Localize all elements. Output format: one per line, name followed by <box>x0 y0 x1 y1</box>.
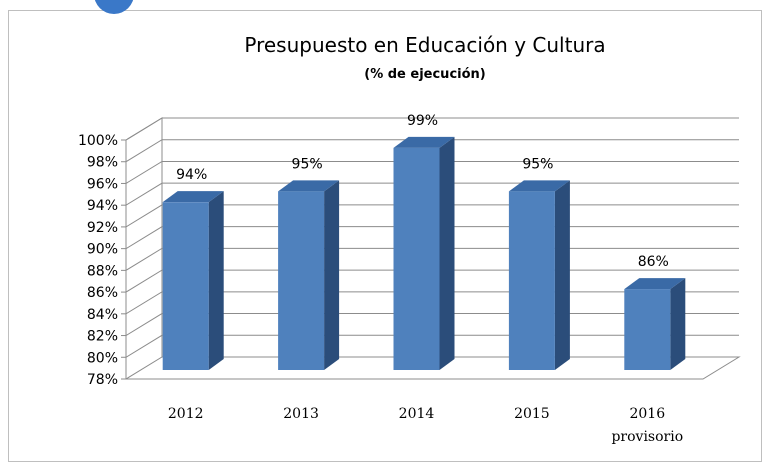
bar <box>393 136 455 370</box>
bar-side <box>670 278 686 370</box>
y-tick-label: 88% <box>87 263 118 279</box>
x-category-label: 2015 <box>514 406 550 422</box>
bar <box>624 278 686 370</box>
x-category-label: 2016 <box>629 406 665 422</box>
bar-top <box>393 136 455 148</box>
bar-top <box>162 191 224 203</box>
x-category-label: 2013 <box>283 406 319 422</box>
y-tick-label: 84% <box>87 307 118 323</box>
y-tick-label: 96% <box>87 176 118 192</box>
bar-top <box>508 180 570 192</box>
gridline <box>125 139 739 163</box>
data-label: 95% <box>292 156 323 172</box>
y-axis-ticks: 78% 80% 82% 84% 86% 88% 90% 92% 94% 96% 98% 100% <box>78 133 118 388</box>
bar-side <box>439 136 455 370</box>
bar-side <box>208 191 224 370</box>
bar <box>278 180 340 370</box>
gridline <box>125 117 739 141</box>
floor <box>124 356 741 380</box>
x-category-sublabel: provisorio <box>611 429 683 445</box>
data-label: 94% <box>176 167 207 183</box>
data-labels: 94% 95% 99% 95% 86% <box>176 113 669 270</box>
bar-front <box>508 191 555 370</box>
blue-corner-shape <box>94 0 134 14</box>
bar <box>508 180 570 370</box>
bar-front <box>162 202 209 370</box>
back-wall-left-edge <box>125 117 163 379</box>
y-tick-label: 78% <box>87 372 118 388</box>
y-tick-label: 82% <box>87 329 118 345</box>
bar-top <box>624 278 686 290</box>
chart-frame <box>8 10 762 462</box>
chart-subtitle: (% de ejecución) <box>364 67 485 82</box>
gridline <box>125 160 739 184</box>
chart-title: Presupuesto en Educación y Cultura <box>244 33 605 57</box>
bar-front <box>393 147 440 370</box>
y-tick-label: 92% <box>87 220 118 236</box>
x-category-label: 2012 <box>168 406 204 422</box>
bars <box>162 136 686 370</box>
data-label: 86% <box>638 254 669 270</box>
x-axis-categories: 2012 2013 2014 2015 2016 provisorio <box>168 406 683 445</box>
y-tick-label: 98% <box>87 155 118 171</box>
y-tick-label: 90% <box>87 242 118 258</box>
x-category-label: 2014 <box>399 406 435 422</box>
y-tick-label: 94% <box>87 198 118 214</box>
y-tick-label: 100% <box>78 133 118 149</box>
bar-side <box>324 180 340 370</box>
bar-front <box>278 191 325 370</box>
y-tick-label: 80% <box>87 350 118 366</box>
y-tick-label: 86% <box>87 285 118 301</box>
bar-top <box>278 180 340 192</box>
bar-front <box>624 289 671 370</box>
bar <box>162 191 224 370</box>
data-label: 99% <box>407 113 438 129</box>
bar-side <box>554 180 570 370</box>
data-label: 95% <box>522 156 553 172</box>
